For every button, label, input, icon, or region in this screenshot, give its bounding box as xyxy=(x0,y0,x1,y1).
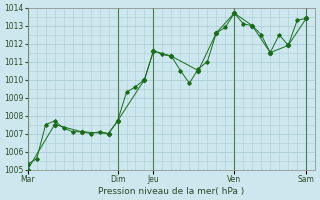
X-axis label: Pression niveau de la mer( hPa ): Pression niveau de la mer( hPa ) xyxy=(98,187,244,196)
